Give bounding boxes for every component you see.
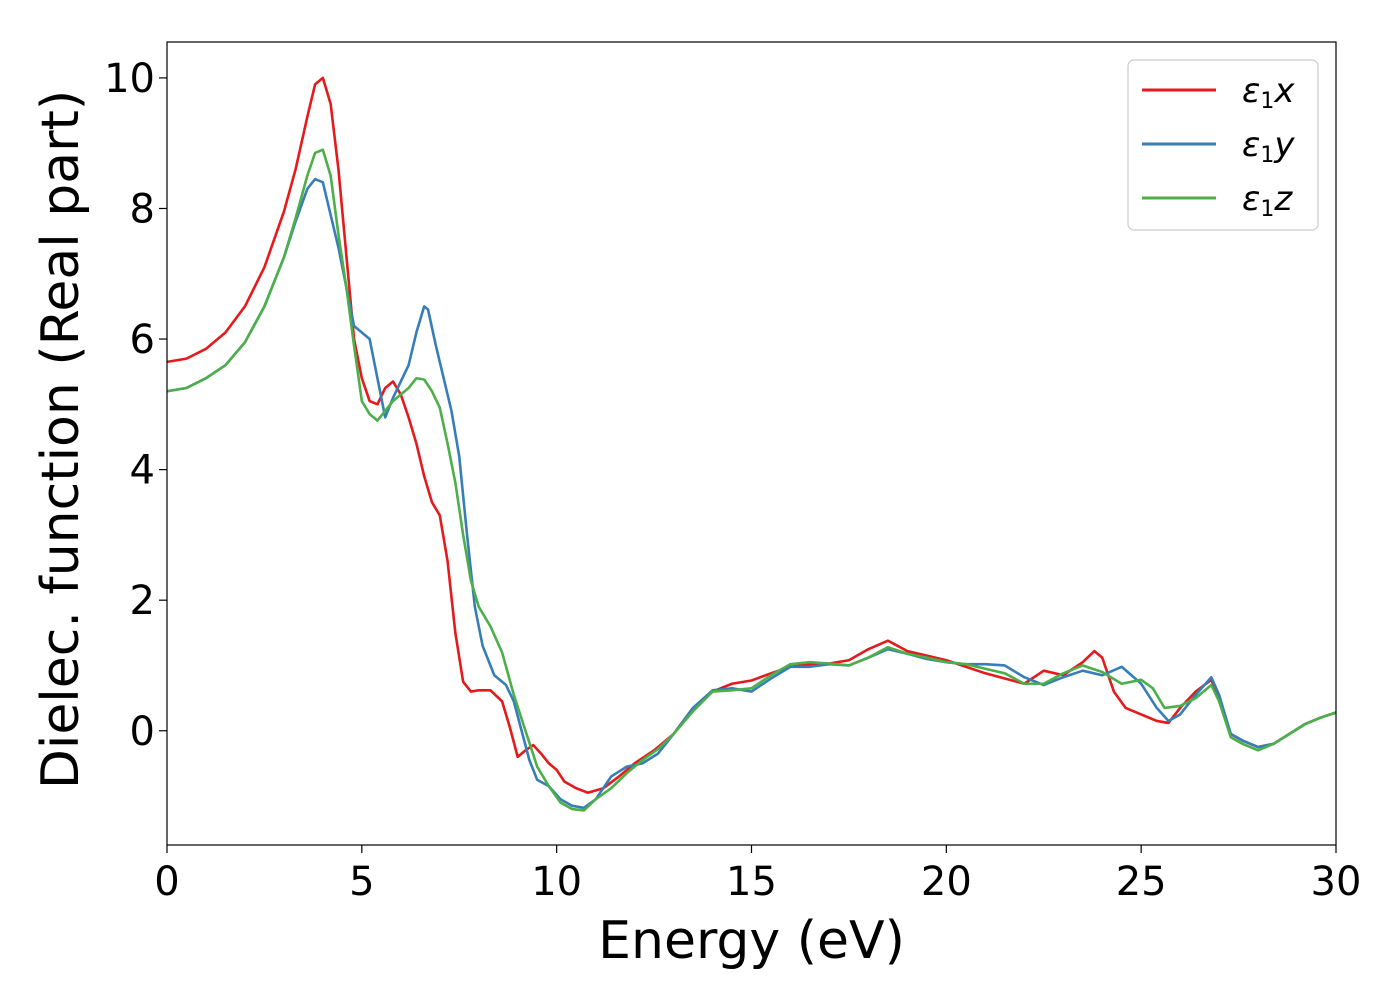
x-axis-label: Energy (eV) (598, 911, 905, 971)
x-tick-label: 5 (349, 859, 374, 905)
y-tick-label: 2 (130, 578, 155, 624)
x-tick-label: 30 (1311, 859, 1362, 905)
x-tick-label: 10 (531, 859, 582, 905)
series-line-z (167, 148, 1336, 812)
x-tick-label: 20 (921, 859, 972, 905)
y-axis-label: Dielec. function (Real part) (31, 90, 91, 789)
y-tick-label: 0 (130, 709, 155, 755)
legend-label-z: ε1z (1242, 179, 1293, 222)
x-tick-label: 15 (726, 859, 777, 905)
legend-label-x: ε1x (1242, 71, 1295, 114)
x-tick-label: 0 (154, 859, 179, 905)
series-group (167, 76, 1336, 812)
y-tick-label: 4 (130, 448, 155, 494)
legend: ε1x ε1y ε1z (1127, 59, 1319, 231)
y-tick-label: 10 (104, 56, 155, 102)
series-line-x (167, 76, 1336, 795)
legend-box (1127, 59, 1319, 231)
y-tick-label: 6 (130, 317, 155, 363)
y-tick-label: 8 (130, 186, 155, 232)
series-line-y (167, 177, 1336, 810)
x-tick-label: 25 (1116, 859, 1167, 905)
legend-label-y: ε1y (1242, 125, 1295, 168)
